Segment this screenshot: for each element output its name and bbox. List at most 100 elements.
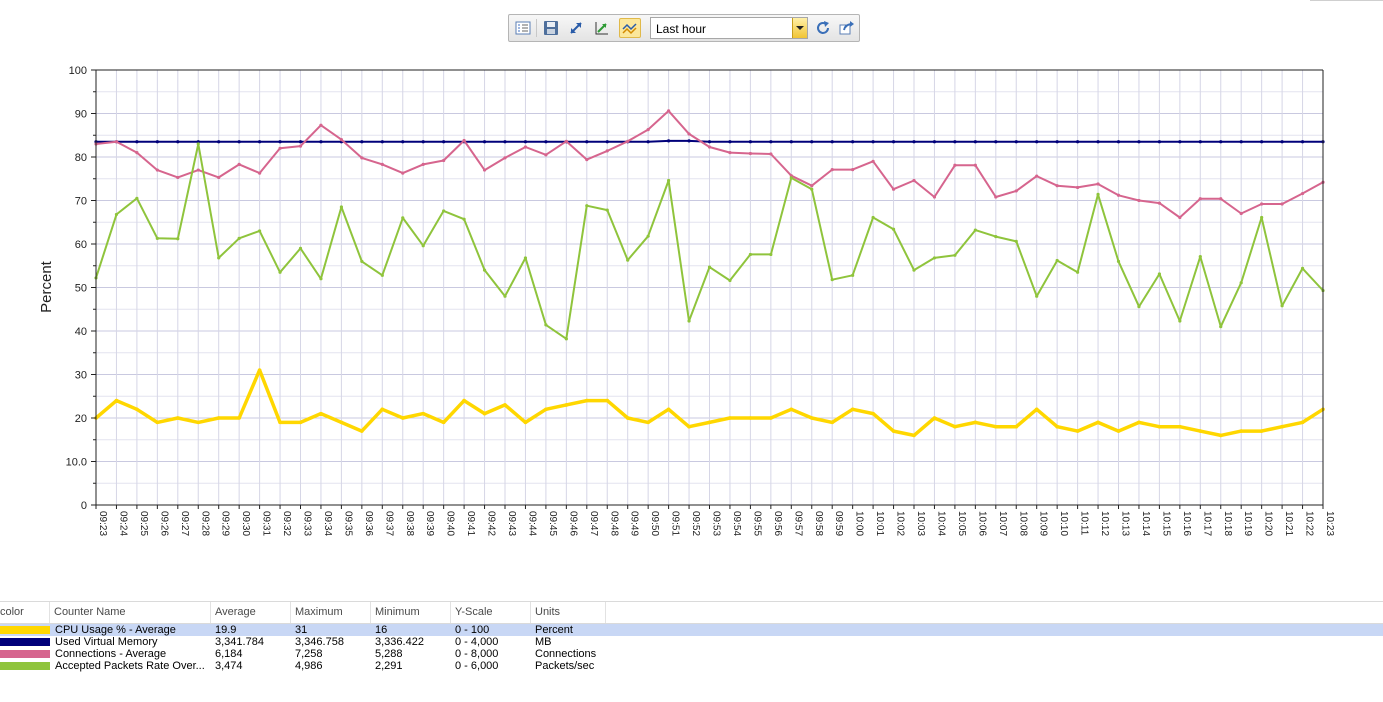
legend-row-connections[interactable]: Connections - Average 6,184 7,258 5,288 … bbox=[0, 648, 1383, 660]
counter-name: CPU Usage % - Average bbox=[55, 624, 176, 636]
x-tick-label: 10:13 bbox=[1120, 511, 1131, 536]
data-point bbox=[257, 368, 262, 372]
x-tick-label: 09:36 bbox=[363, 511, 374, 536]
data-point bbox=[871, 215, 875, 220]
data-point bbox=[1055, 258, 1059, 263]
counter-yscale: 0 - 4,000 bbox=[455, 636, 499, 648]
counter-yscale: 0 - 6,000 bbox=[455, 660, 499, 672]
data-point bbox=[1198, 255, 1202, 259]
data-point bbox=[810, 140, 814, 144]
x-tick-label: 09:29 bbox=[220, 511, 231, 536]
export-button[interactable] bbox=[836, 18, 858, 38]
data-point bbox=[810, 187, 814, 191]
x-tick-label: 10:10 bbox=[1058, 511, 1069, 536]
data-point bbox=[1035, 140, 1039, 144]
data-point bbox=[114, 212, 119, 217]
col-units-header[interactable]: Units bbox=[535, 606, 561, 618]
x-tick-label: 09:33 bbox=[302, 511, 313, 536]
counter-minimum: 2,291 bbox=[375, 660, 403, 672]
data-point bbox=[667, 139, 671, 143]
resize-arrow-icon bbox=[570, 22, 582, 34]
chart-series bbox=[94, 109, 1325, 438]
refresh-button[interactable] bbox=[812, 18, 834, 38]
legend-row-packets[interactable]: Accepted Packets Rate Over... 3,474 4,98… bbox=[0, 660, 1383, 672]
data-point bbox=[135, 407, 139, 412]
column-divider bbox=[370, 602, 371, 623]
data-point bbox=[482, 140, 487, 144]
y-axis-label: Percent bbox=[38, 260, 55, 313]
data-point bbox=[380, 273, 384, 277]
data-point bbox=[626, 139, 630, 143]
data-point bbox=[625, 416, 630, 420]
data-point bbox=[1137, 198, 1141, 203]
data-point bbox=[217, 140, 221, 144]
x-tick-label: 09:42 bbox=[486, 511, 497, 536]
save-button[interactable] bbox=[540, 18, 562, 38]
highlight-button[interactable] bbox=[619, 18, 641, 38]
legend-row-cpu[interactable]: CPU Usage % - Average 19.9 31 16 0 - 100… bbox=[0, 624, 1383, 636]
time-range-value: Last hour bbox=[656, 22, 707, 36]
data-point bbox=[196, 142, 200, 146]
data-point bbox=[1137, 140, 1141, 144]
data-point bbox=[442, 158, 446, 163]
data-point bbox=[687, 132, 691, 136]
data-point bbox=[1014, 424, 1019, 429]
x-tick-label: 09:54 bbox=[731, 511, 742, 536]
counter-name: Used Virtual Memory bbox=[55, 636, 158, 648]
col-maximum-header[interactable]: Maximum bbox=[295, 606, 343, 618]
data-point bbox=[871, 411, 875, 416]
data-point bbox=[912, 140, 916, 144]
col-average-header[interactable]: Average bbox=[215, 606, 256, 618]
scale-button[interactable] bbox=[591, 18, 613, 38]
data-point bbox=[339, 138, 343, 142]
data-point bbox=[114, 398, 119, 403]
data-point bbox=[1280, 140, 1284, 144]
data-point bbox=[503, 403, 507, 407]
data-point bbox=[1239, 140, 1243, 144]
data-point bbox=[1300, 191, 1305, 196]
data-point bbox=[748, 140, 753, 144]
color-swatch bbox=[0, 650, 50, 658]
data-point bbox=[503, 140, 507, 144]
col-color-header[interactable]: color bbox=[0, 606, 24, 618]
data-point bbox=[176, 140, 180, 144]
data-point bbox=[891, 187, 896, 191]
data-point bbox=[523, 256, 528, 260]
x-tick-label: 09:47 bbox=[588, 511, 599, 536]
x-tick-label: 10:20 bbox=[1263, 511, 1274, 536]
col-minimum-header[interactable]: Minimum bbox=[375, 606, 420, 618]
data-point bbox=[1034, 407, 1039, 412]
properties-button[interactable] bbox=[512, 18, 534, 38]
data-point bbox=[830, 140, 834, 144]
data-point bbox=[1198, 140, 1202, 144]
highlight-lines-icon bbox=[622, 23, 637, 35]
data-point bbox=[769, 152, 773, 156]
chevron-down-icon[interactable] bbox=[792, 18, 807, 38]
counter-average: 6,184 bbox=[215, 648, 243, 660]
x-tick-label: 10:05 bbox=[956, 511, 967, 536]
data-point bbox=[360, 259, 364, 263]
time-range-select[interactable]: Last hour bbox=[650, 17, 808, 39]
data-point bbox=[1096, 140, 1100, 144]
data-point bbox=[585, 158, 589, 162]
data-point bbox=[585, 398, 589, 403]
col-yscale-header[interactable]: Y-Scale bbox=[455, 606, 493, 618]
counter-average: 3,474 bbox=[215, 660, 243, 672]
data-point bbox=[667, 109, 671, 113]
counter-units: Packets/sec bbox=[535, 660, 595, 672]
data-point bbox=[1055, 184, 1059, 188]
data-point bbox=[421, 244, 425, 248]
data-point bbox=[339, 205, 343, 209]
data-point bbox=[1260, 140, 1264, 144]
x-tick-label: 09:34 bbox=[322, 511, 333, 536]
zoom-button[interactable] bbox=[565, 18, 587, 38]
data-point bbox=[237, 162, 241, 166]
col-name-header[interactable]: Counter Name bbox=[54, 606, 126, 618]
data-point bbox=[748, 416, 753, 420]
window-edge-line bbox=[1310, 0, 1383, 1]
data-point bbox=[851, 168, 855, 172]
y-tick-label: 10.0 bbox=[66, 457, 87, 469]
legend-row-memory[interactable]: Used Virtual Memory 3,341.784 3,346.758 … bbox=[0, 636, 1383, 648]
data-point bbox=[1300, 266, 1305, 270]
data-point bbox=[769, 252, 773, 257]
